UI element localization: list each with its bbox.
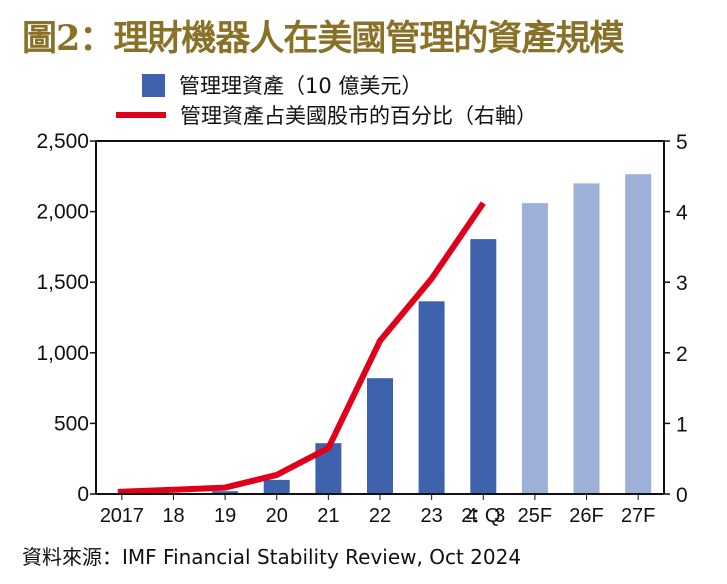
right-tick-label: 3 <box>676 272 688 295</box>
legend-line-swatch <box>116 112 166 118</box>
chart-title: 圖2：理財機器人在美國管理的資產規模 <box>22 18 624 59</box>
right-tick-label: 0 <box>676 484 688 507</box>
bar-19 <box>212 491 239 494</box>
bar-25F <box>521 203 548 494</box>
legend-line-label: 管理資產占美國股市的百分比（右軸） <box>180 104 537 128</box>
bar-22 <box>367 378 393 494</box>
left-tick-label: 2,000 <box>36 201 89 224</box>
x-tick-label: 2017 <box>100 505 144 527</box>
left-tick-label: 500 <box>54 412 89 435</box>
legend-item-line: 管理資產占美國股市的百分比（右軸） <box>116 100 537 130</box>
source-note: 資料來源：IMF Financial Stability Review, Oct… <box>22 545 522 569</box>
bars-group <box>108 174 652 494</box>
bar-23 <box>418 301 445 494</box>
bar-27F <box>625 174 652 494</box>
legend-bar-swatch <box>142 73 165 97</box>
left-tick-label: 1,000 <box>36 342 89 365</box>
bar-20 <box>263 479 290 494</box>
x-tick-label: 27F <box>621 505 655 527</box>
x-tick-label: 21 <box>317 505 339 527</box>
right-tick-label: 2 <box>676 343 688 366</box>
right-tick-label: 1 <box>676 413 688 436</box>
left-tick-label: 0 <box>77 483 89 506</box>
right-tick-label: 4 <box>676 202 688 225</box>
legend-bar-label: 管理理資產（10 億美元） <box>179 74 423 98</box>
bar-24：Q3 <box>470 239 497 494</box>
legend: 管理理資產（10 億美元） 管理資產占美國股市的百分比（右軸） <box>116 70 537 130</box>
left-tick-label: 2,500 <box>36 130 89 153</box>
x-tick-label: 23 <box>421 505 443 527</box>
legend-item-bar: 管理理資產（10 億美元） <box>118 70 537 100</box>
line-group <box>117 201 486 495</box>
right-tick-label: 5 <box>676 131 688 154</box>
line-series <box>117 201 486 495</box>
x-tick-label: 18 <box>162 505 184 527</box>
x-tick-label: 19 <box>214 505 236 527</box>
x-tick-label: 26F <box>569 505 603 527</box>
bar-26F <box>573 183 600 494</box>
x-tick-label: 25F <box>518 505 552 527</box>
x-tick-label: 22 <box>369 505 391 527</box>
x-tick-label: 24：Q3 <box>461 505 505 527</box>
left-tick-label: 1,500 <box>36 271 89 294</box>
x-tick-label: 20 <box>266 505 288 527</box>
